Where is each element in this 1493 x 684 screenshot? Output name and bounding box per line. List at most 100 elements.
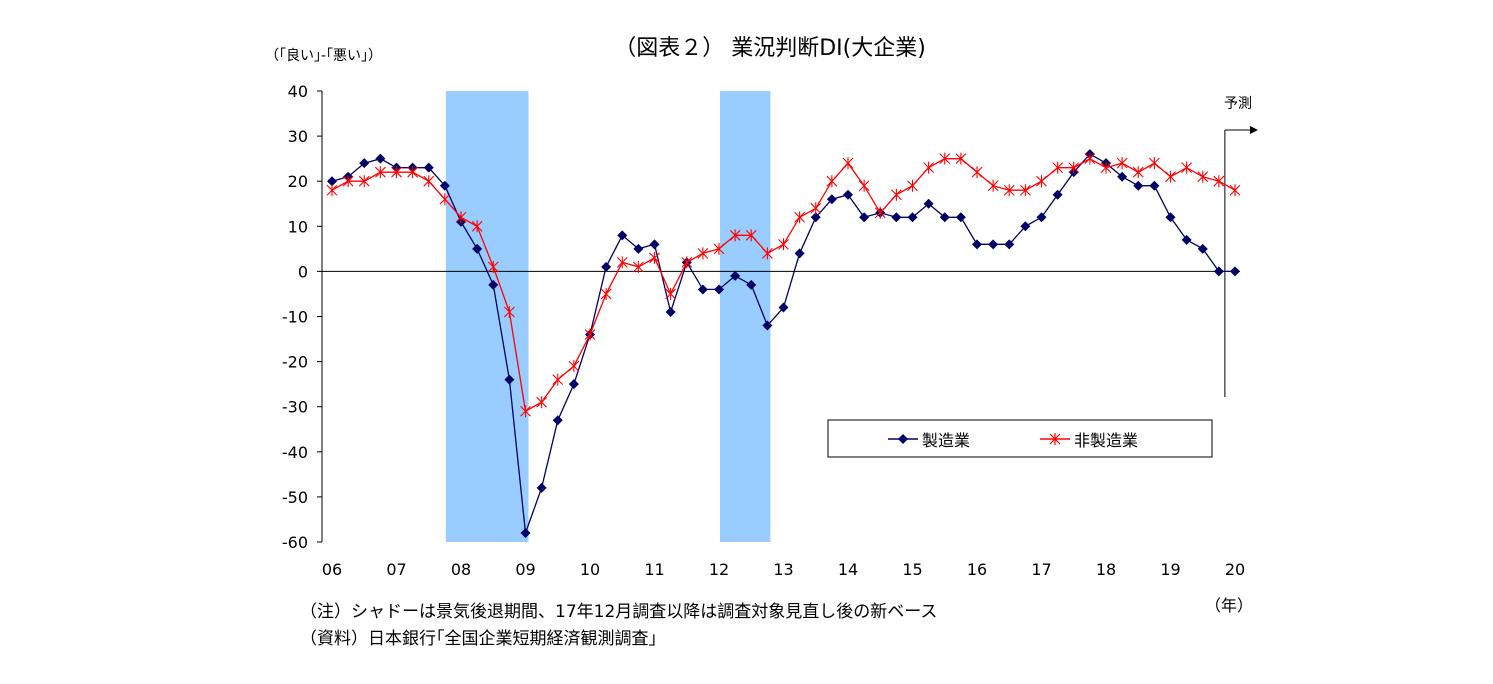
data-point-manufacturing [633,243,644,254]
data-point-nonmanufacturing [649,251,660,264]
data-point-manufacturing [375,153,386,164]
legend-label-manufacturing: 製造業 [922,431,970,450]
data-point-manufacturing [1004,239,1015,250]
x-tick-label: 12 [709,560,729,579]
data-point-nonmanufacturing [842,157,854,170]
data-point-manufacturing [1197,243,1208,254]
data-point-nonmanufacturing [778,238,789,251]
data-point-nonmanufacturing [358,175,370,188]
data-point-manufacturing [1052,189,1063,200]
data-point-manufacturing [714,284,724,295]
data-point-manufacturing [472,243,483,254]
data-point-nonmanufacturing [890,188,902,201]
data-point-nonmanufacturing [487,260,499,273]
data-point-nonmanufacturing [600,287,612,300]
data-point-nonmanufacturing [1197,170,1209,183]
data-point-manufacturing [423,162,434,173]
data-point-manufacturing [504,374,515,385]
data-point-nonmanufacturing [858,179,870,192]
y-axis-unit-label: （｢良い｣-｢悪い｣） [265,48,382,64]
y-tick-label: -10 [282,308,308,327]
data-point-nonmanufacturing [810,202,822,215]
data-point-manufacturing [439,180,450,191]
data-point-nonmanufacturing [407,166,419,179]
x-tick-label: 20 [1225,560,1245,579]
data-point-nonmanufacturing [1132,166,1144,179]
data-point-nonmanufacturing [374,166,386,179]
data-point-manufacturing [1213,266,1224,277]
data-point-nonmanufacturing [439,193,451,206]
x-tick-label: 09 [515,560,535,579]
x-axis-unit-label: （年） [1205,596,1253,615]
source-line: （資料）日本銀行｢全国企業短期経済観測調査｣ [300,629,657,649]
data-point-nonmanufacturing [1100,161,1112,174]
data-point-manufacturing [601,261,612,272]
data-point-nonmanufacturing [1148,157,1160,170]
data-point-nonmanufacturing [1068,161,1080,174]
data-point-manufacturing [891,212,902,223]
data-point-manufacturing [617,230,628,241]
axes: 40 30 20 10 0 -10 -20 -30 -40 -50 -60 06 07 08 09 10 11 1… [282,82,1258,579]
y-tick-label: -40 [282,443,308,462]
data-point-nonmanufacturing [616,256,628,269]
x-tick-label: 06 [322,560,342,579]
data-point-nonmanufacturing [536,396,548,409]
x-tick-label: 19 [1160,560,1180,579]
data-point-nonmanufacturing [761,247,773,260]
legend-marker-manufacturing [898,434,908,444]
data-point-nonmanufacturing [681,256,693,269]
recession-shade-0 [445,91,529,542]
data-point-nonmanufacturing [826,175,838,188]
data-point-nonmanufacturing [1116,157,1128,170]
data-point-nonmanufacturing [326,184,338,197]
data-point-manufacturing [730,270,741,281]
x-tick-label: 17 [1031,560,1051,579]
data-point-nonmanufacturing [503,305,515,318]
recession-shading [445,91,771,542]
data-point-manufacturing [859,212,870,223]
data-point-manufacturing [826,194,837,205]
x-tick-label: 14 [838,560,858,579]
data-point-nonmanufacturing [568,360,580,373]
data-point-manufacturing [810,212,821,223]
data-point-nonmanufacturing [955,152,967,165]
data-point-nonmanufacturing [632,260,644,273]
y-tick-label: 10 [288,217,308,236]
data-point-nonmanufacturing [939,152,951,165]
x-tick-label: 11 [644,560,664,579]
data-point-nonmanufacturing [584,328,596,341]
data-point-nonmanufacturing [729,229,741,242]
data-point-manufacturing [665,306,676,317]
data-point-manufacturing [536,482,547,493]
data-point-manufacturing [568,379,579,390]
data-point-nonmanufacturing [923,161,935,174]
y-tick-label: -60 [282,533,308,552]
data-point-manufacturing [778,302,789,313]
recession-shade-1 [720,91,771,542]
data-point-nonmanufacturing [907,179,918,192]
data-point-nonmanufacturing [745,229,757,242]
y-tick-label: -30 [282,398,308,417]
data-point-nonmanufacturing [471,220,483,233]
data-point-manufacturing [552,415,563,426]
data-point-nonmanufacturing [794,211,806,224]
data-point-nonmanufacturing [1019,184,1031,197]
data-point-manufacturing [988,239,999,250]
y-tick-label: 40 [288,82,308,101]
data-point-manufacturing [972,239,982,250]
data-point-nonmanufacturing [987,179,999,192]
data-point-manufacturing [762,320,773,331]
data-point-manufacturing [939,212,950,223]
data-point-nonmanufacturing [342,175,354,188]
data-point-manufacturing [488,279,499,290]
data-point-manufacturing [1133,180,1144,191]
data-point-manufacturing [955,212,966,223]
data-point-nonmanufacturing [971,166,983,179]
forecast-label: 予測 [1224,96,1252,112]
data-point-manufacturing [923,198,934,209]
data-point-nonmanufacturing [1213,175,1225,188]
x-tick-label: 13 [773,560,793,579]
x-tick-label: 15 [902,560,922,579]
data-point-manufacturing [520,527,531,538]
legend-box [827,419,1213,458]
